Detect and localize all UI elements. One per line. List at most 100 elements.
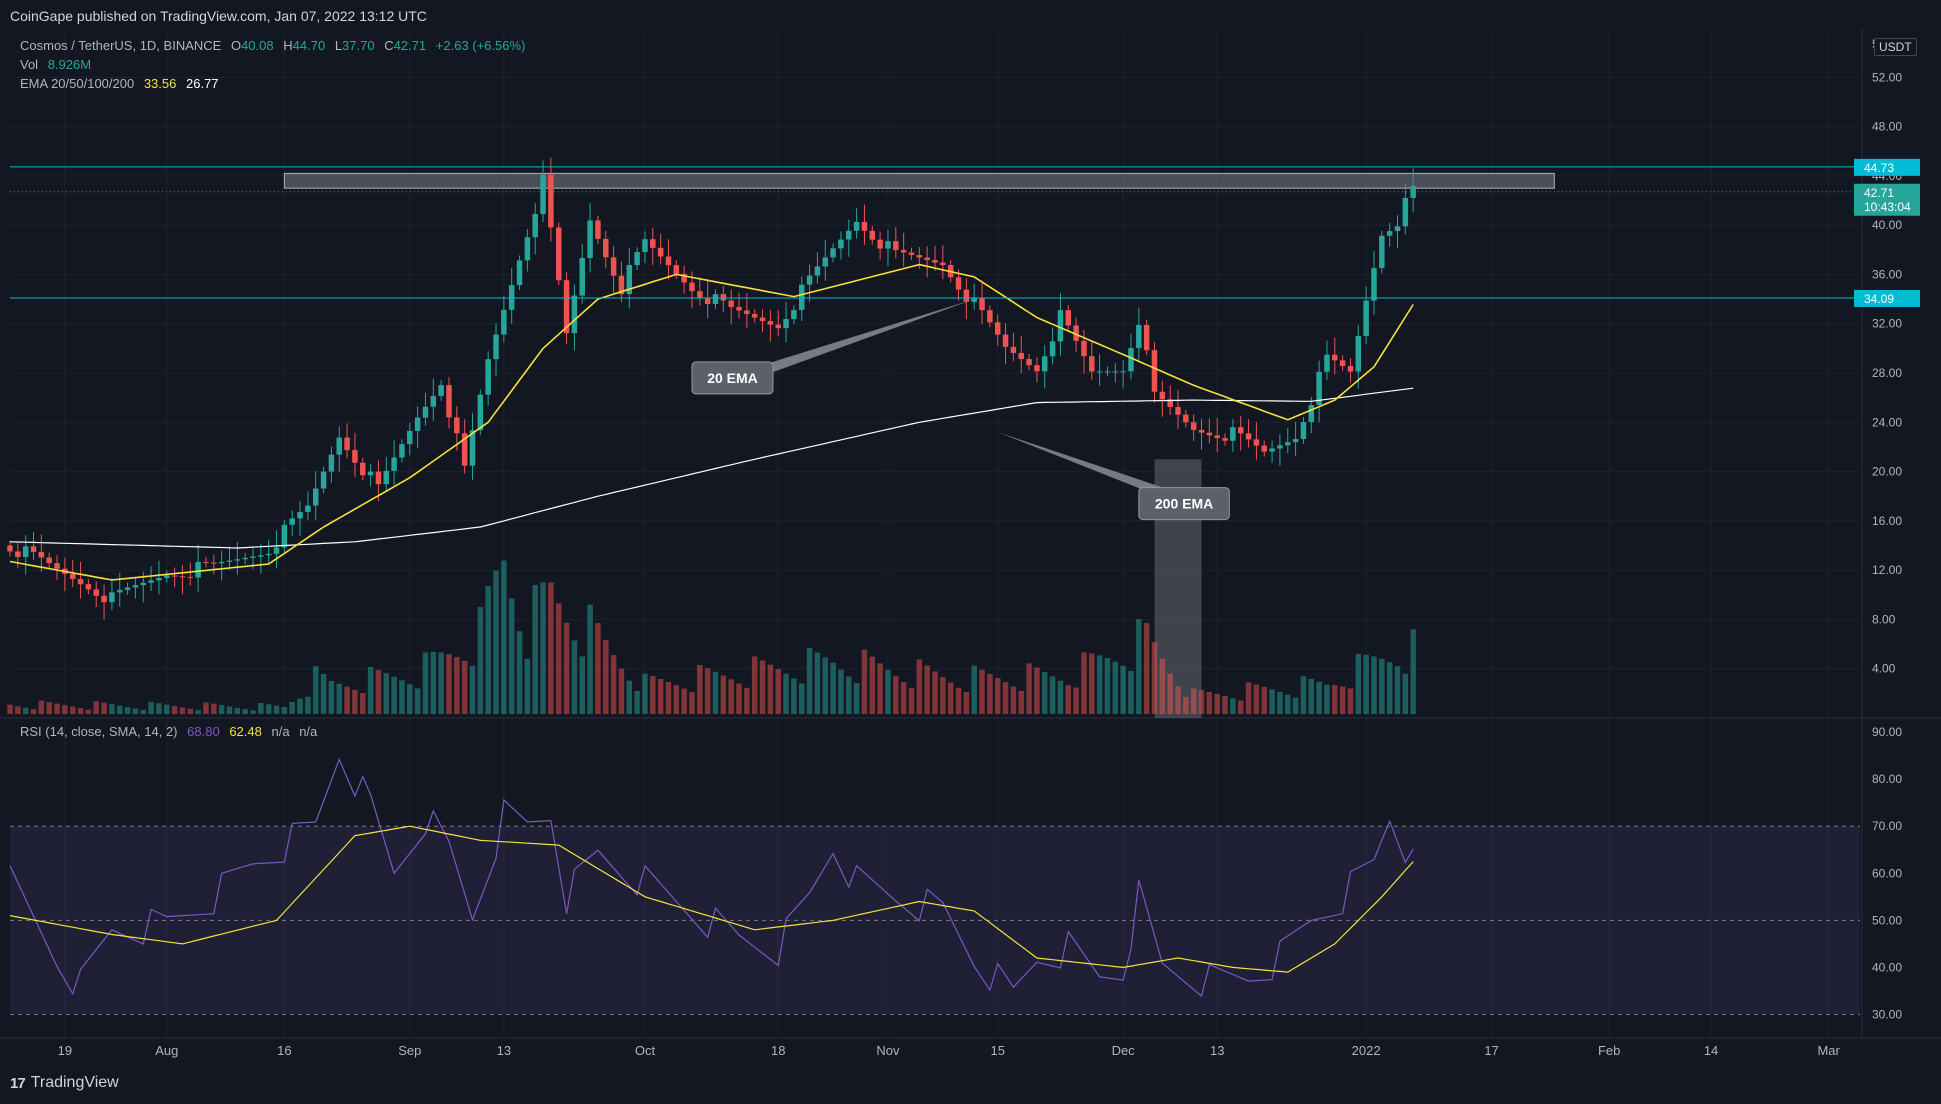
volume-bar	[1269, 689, 1275, 714]
footer-brand[interactable]: 17 TradingView	[10, 1074, 119, 1092]
volume-bar	[203, 702, 209, 714]
volume-bar	[806, 647, 813, 714]
candle-body	[1237, 427, 1244, 434]
volume-bar	[438, 652, 444, 714]
symbol-title[interactable]: Cosmos / TetherUS, 1D, BINANCE	[20, 38, 222, 53]
countdown-label: 10:43:04	[1864, 200, 1911, 214]
candle-body	[940, 262, 946, 266]
volume-bar	[469, 665, 476, 714]
candle-body	[1386, 231, 1393, 236]
volume-label[interactable]: Vol	[20, 57, 39, 72]
volume-bar	[908, 687, 915, 714]
volume-bar	[1277, 691, 1283, 714]
volume-bar	[1151, 642, 1158, 714]
candle-body	[642, 239, 648, 253]
volume-bar	[85, 709, 92, 714]
rsi-line	[9, 757, 1414, 998]
candle-body	[101, 595, 107, 603]
volume-bar	[704, 668, 711, 714]
volume-bar	[1002, 682, 1009, 714]
horizontal-levels[interactable]	[10, 166, 1862, 299]
price-label: 44.73	[1864, 161, 1894, 175]
candle-body	[1222, 438, 1228, 441]
candle-body	[924, 257, 930, 261]
low-value: L37.70	[334, 38, 375, 53]
volume-bar	[46, 702, 52, 714]
volume-bar	[767, 664, 774, 714]
candle-body	[1324, 354, 1330, 372]
candle-body	[1042, 356, 1048, 372]
candle-body	[869, 230, 876, 240]
volume-bar	[548, 582, 554, 714]
candle-body	[195, 561, 201, 578]
brand-text: TradingView	[30, 1074, 119, 1091]
volume-bar	[508, 598, 515, 714]
y-tick-label: 28.00	[1872, 366, 1902, 380]
volume-bar	[924, 665, 930, 714]
candle-body	[665, 256, 672, 266]
volume-bar	[461, 660, 468, 714]
volume-bar	[712, 671, 719, 714]
volume-bar	[297, 698, 303, 714]
volume-bar	[391, 676, 397, 714]
candle-body	[438, 385, 444, 396]
rsi-label[interactable]: RSI (14, close, SMA, 14, 2)	[20, 724, 178, 739]
volume-bar	[422, 652, 429, 714]
candle-body	[1316, 371, 1322, 406]
x-tick-label: 2022	[1352, 1043, 1381, 1058]
y-tick-label: 48.00	[1872, 120, 1902, 134]
candle-body	[516, 260, 523, 286]
volume-bar	[932, 671, 938, 714]
volume-bar	[846, 676, 852, 714]
candle-body	[861, 221, 868, 231]
volume-bar	[360, 693, 366, 714]
volume-bar	[759, 660, 766, 714]
volume-bar	[312, 666, 319, 714]
y-tick-label: 4.00	[1872, 662, 1896, 676]
candle-body	[955, 277, 962, 290]
candle-body	[1010, 346, 1017, 353]
price-label-box	[1854, 289, 1920, 307]
rsi-tick-label: 50.00	[1872, 913, 1902, 927]
volume-bar	[1316, 681, 1322, 714]
volume-bar	[187, 708, 194, 714]
candle-body	[211, 562, 217, 564]
volume-bar	[1167, 673, 1173, 714]
candle-body	[1308, 405, 1315, 423]
volume-bar	[626, 680, 633, 714]
candle-body	[1355, 336, 1362, 372]
candle-body	[1073, 325, 1079, 341]
volume-bar	[1355, 653, 1362, 714]
close-value: C42.71	[384, 38, 427, 53]
volume-bar	[7, 704, 13, 714]
volume-bar	[15, 706, 21, 714]
annotation-pointer	[740, 299, 975, 384]
volume-bar	[407, 684, 413, 714]
ema-label[interactable]: EMA 20/50/100/200	[20, 76, 135, 91]
currency-badge[interactable]: USDT	[1874, 38, 1917, 56]
volume-bar	[689, 692, 695, 714]
x-tick-label: Dec	[1112, 1043, 1136, 1058]
candle-body	[69, 573, 76, 580]
rsi-sma-value: 62.48	[229, 724, 262, 739]
change-value: +2.63 (+6.56%)	[435, 38, 526, 53]
resistance-zone	[283, 172, 1555, 189]
x-tick-label: Sep	[398, 1043, 421, 1058]
volume-bar	[603, 639, 609, 714]
candle-body	[712, 294, 719, 304]
candle-body	[305, 505, 311, 512]
volume-bar	[265, 704, 272, 714]
volume-bar	[1363, 654, 1369, 714]
candle-body	[501, 309, 507, 335]
volume-bar	[1136, 619, 1142, 714]
candle-body	[22, 546, 29, 557]
volume-bar	[446, 654, 452, 714]
volume-bar	[994, 677, 1001, 714]
rsi-tick-label: 40.00	[1872, 960, 1902, 974]
volume-bar	[195, 710, 201, 714]
volume-bar	[1183, 697, 1189, 714]
candle-body	[893, 241, 899, 251]
candle-body	[963, 289, 970, 302]
x-tick-label: 19	[58, 1043, 72, 1058]
